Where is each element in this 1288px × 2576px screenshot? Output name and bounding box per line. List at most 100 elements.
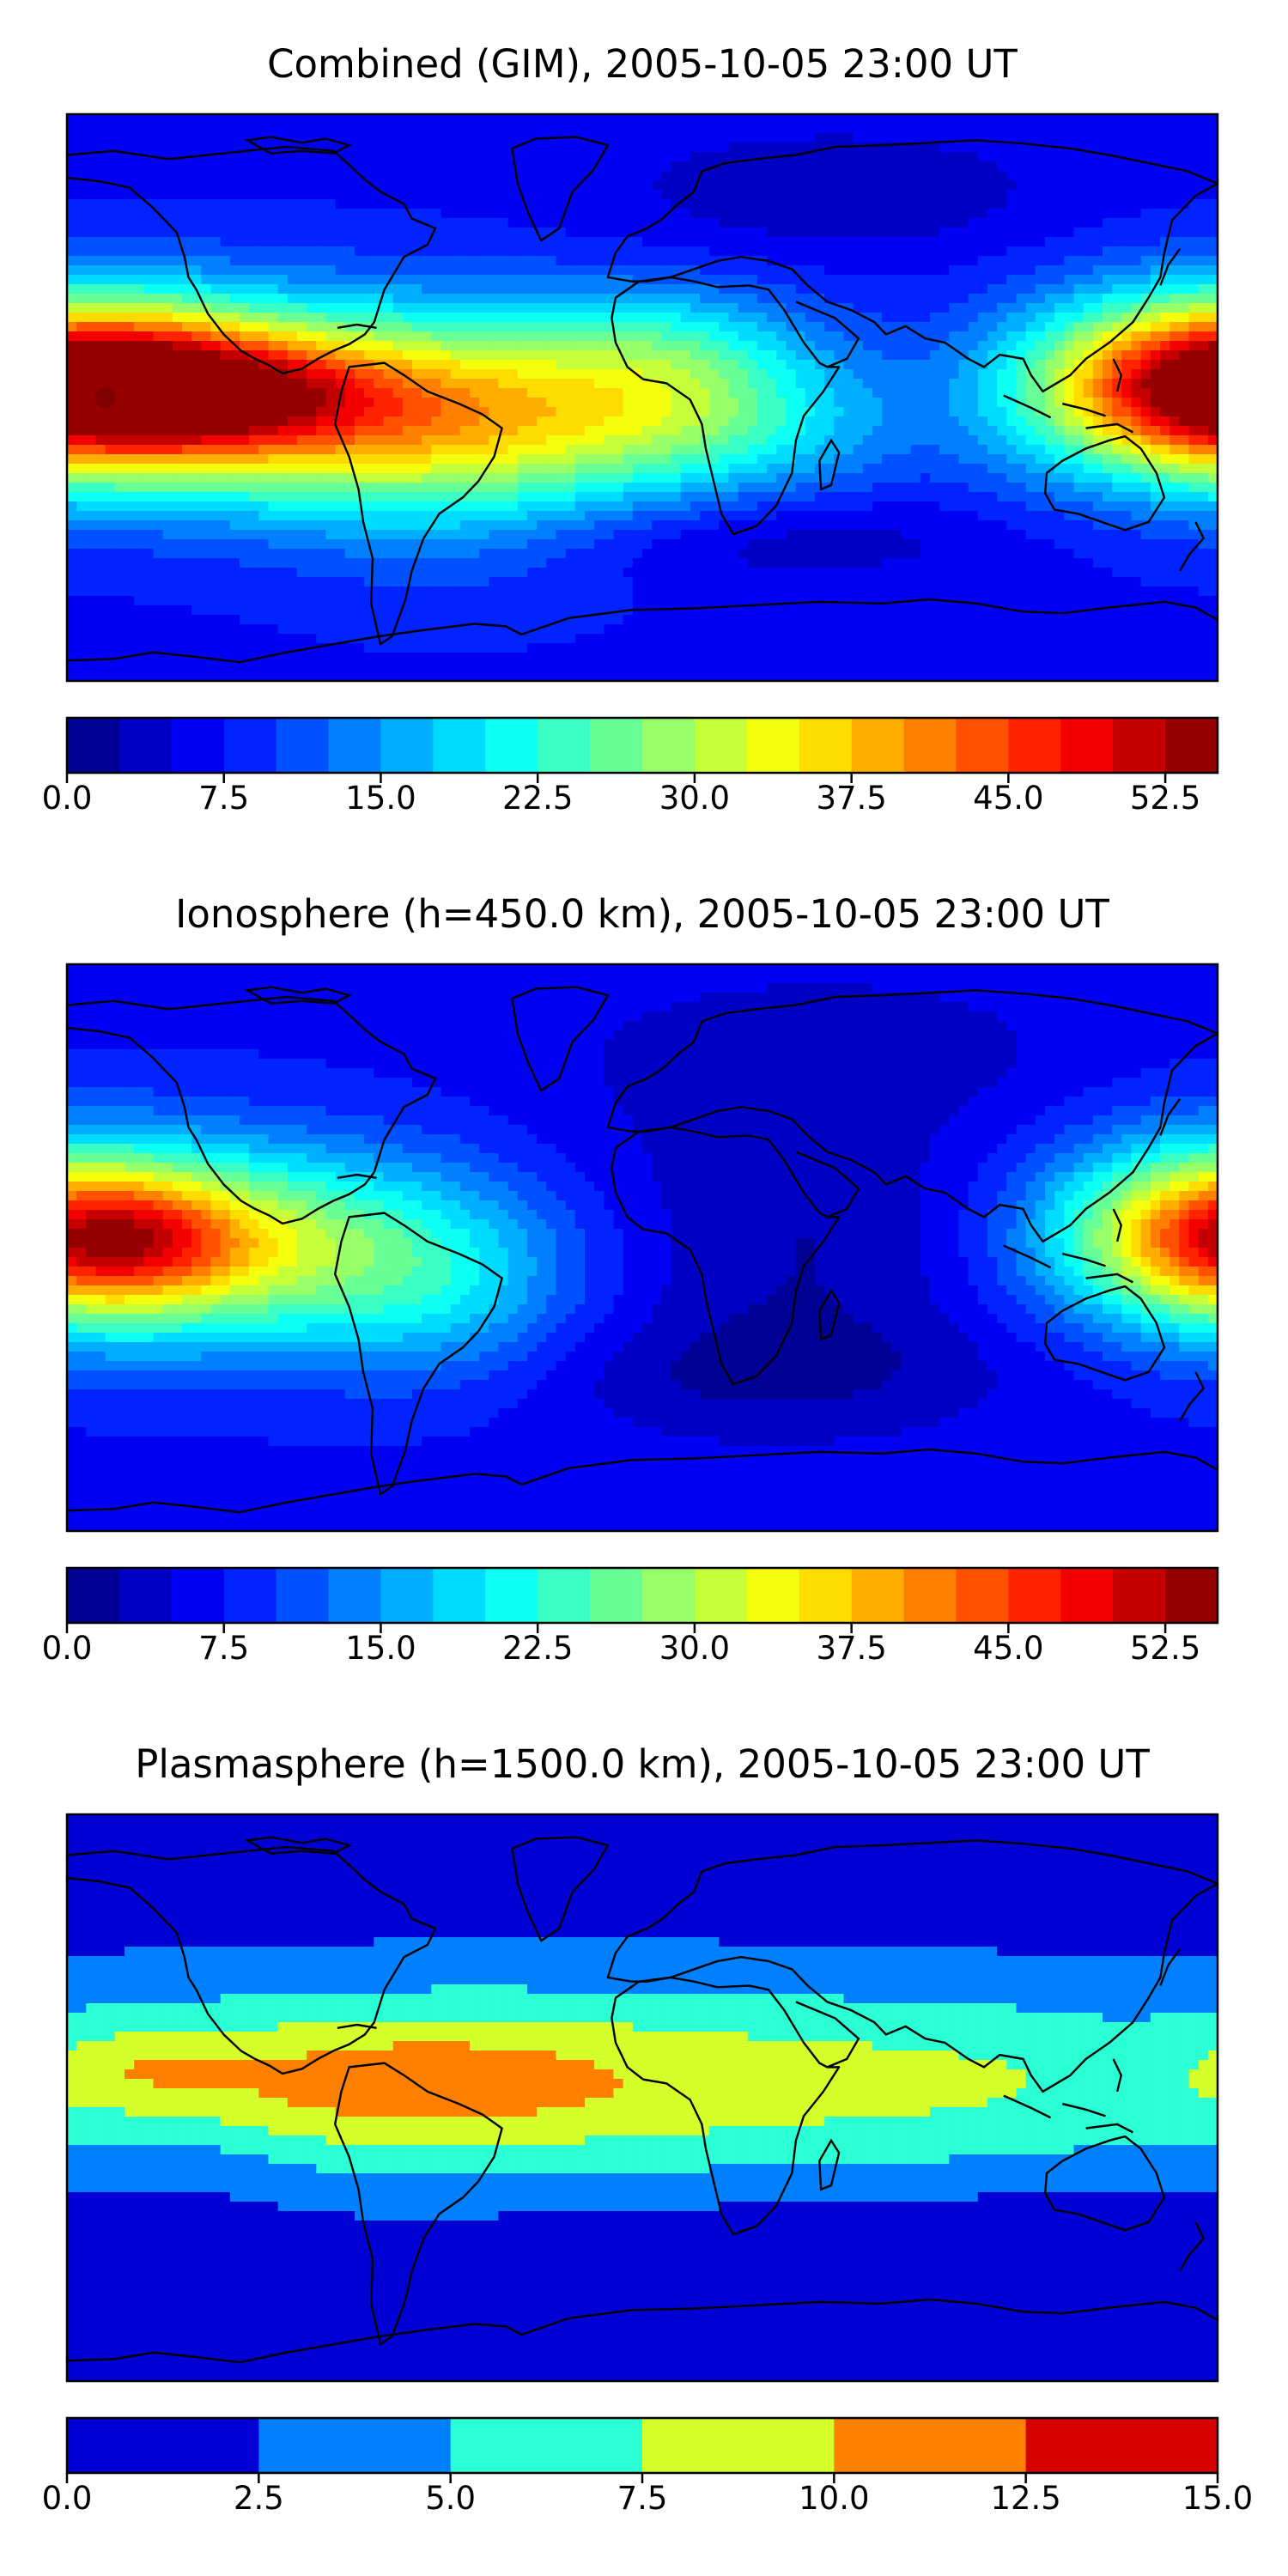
- contour-cell: [210, 426, 222, 436]
- contour-cell: [1131, 303, 1142, 313]
- contour-cell: [517, 426, 528, 436]
- contour-cell: [220, 265, 231, 276]
- contour-cell: [498, 209, 509, 219]
- contour-cell: [632, 133, 643, 143]
- contour-cell: [910, 256, 921, 266]
- contour-cell: [277, 218, 289, 228]
- contour-cell: [738, 322, 749, 332]
- contour-cell: [335, 464, 346, 474]
- contour-cell: [162, 492, 173, 502]
- contour-cell: [862, 426, 873, 436]
- contour-cell: [344, 256, 355, 266]
- contour-cell: [757, 180, 768, 191]
- contour-cell: [402, 416, 413, 427]
- contour-cell: [249, 228, 259, 238]
- contour-cell: [862, 161, 873, 172]
- contour-cell: [229, 171, 240, 181]
- contour-cell: [939, 114, 950, 125]
- contour-cell: [1207, 492, 1218, 502]
- contour-cell: [958, 265, 969, 276]
- contour-cell: [355, 483, 365, 493]
- contour-cell: [680, 473, 691, 483]
- contour-cell: [1103, 161, 1113, 172]
- contour-cell: [422, 303, 432, 313]
- contour-cell: [623, 416, 634, 427]
- contour-cell: [1179, 407, 1190, 417]
- contour-cell: [949, 114, 960, 125]
- contour-cell: [517, 161, 528, 172]
- contour-cell: [105, 454, 116, 465]
- contour-cell: [690, 398, 701, 408]
- contour-cell: [364, 246, 374, 257]
- contour-cell: [795, 256, 806, 266]
- contour-cell: [709, 313, 720, 323]
- contour-cell: [872, 294, 883, 304]
- contour-cell: [1179, 265, 1190, 276]
- contour-cell: [240, 237, 250, 247]
- contour-cell: [268, 180, 279, 191]
- contour-cell: [1073, 228, 1084, 238]
- contour-cell: [910, 341, 921, 351]
- contour-cell: [939, 407, 950, 417]
- contour-cell: [949, 133, 960, 143]
- contour-cell: [143, 369, 155, 380]
- contour-cell: [661, 483, 672, 493]
- contour-cell: [1083, 360, 1094, 370]
- contour-cell: [344, 246, 355, 257]
- contour-cell: [153, 501, 164, 512]
- contour-cell: [949, 161, 960, 172]
- contour-cell: [613, 180, 624, 191]
- contour-cell: [297, 369, 307, 380]
- contour-cell: [920, 294, 931, 304]
- contour-cell: [815, 416, 825, 427]
- contour-cell: [604, 171, 615, 181]
- contour-cell: [383, 228, 394, 238]
- contour-cell: [210, 265, 222, 276]
- contour-cell: [325, 143, 337, 153]
- contour-cell: [958, 341, 969, 351]
- contour-cell: [201, 284, 212, 295]
- contour-cell: [201, 171, 212, 181]
- contour-cell: [392, 275, 404, 285]
- contour-cell: [1160, 294, 1170, 304]
- contour-cell: [1035, 360, 1046, 370]
- contour-cell: [613, 454, 624, 465]
- contour-cell: [402, 454, 413, 465]
- contour-cell: [240, 416, 250, 427]
- contour-cell: [1170, 473, 1180, 483]
- contour-cell: [114, 275, 125, 285]
- contour-cell: [757, 454, 768, 465]
- contour-cell: [574, 369, 586, 380]
- contour-cell: [162, 265, 173, 276]
- contour-cell: [143, 473, 155, 483]
- contour-cell: [767, 473, 777, 483]
- contour-cell: [422, 331, 432, 342]
- contour-cell: [489, 275, 500, 285]
- contour-cell: [901, 426, 912, 436]
- contour-cell: [652, 294, 662, 304]
- contour-cell: [220, 284, 231, 295]
- contour-cell: [1112, 218, 1122, 228]
- contour-cell: [392, 322, 404, 332]
- contour-cell: [815, 379, 825, 389]
- contour-cell: [95, 133, 106, 143]
- contour-cell: [1103, 284, 1113, 295]
- contour-cell: [939, 143, 950, 153]
- contour-cell: [853, 133, 864, 143]
- contour-cell: [604, 322, 615, 332]
- contour-cell: [229, 331, 240, 342]
- contour-cell: [374, 218, 385, 228]
- contour-cell: [1103, 303, 1113, 313]
- contour-cell: [105, 407, 116, 417]
- contour-cell: [143, 124, 155, 134]
- contour-cell: [307, 265, 317, 276]
- contour-cell: [325, 256, 337, 266]
- contour-cell: [191, 435, 202, 446]
- contour-cell: [1188, 171, 1200, 181]
- contour-cell: [1073, 350, 1084, 361]
- contour-cell: [776, 209, 787, 219]
- contour-cell: [392, 398, 404, 408]
- contour-cell: [450, 256, 461, 266]
- contour-cell: [67, 152, 77, 162]
- contour-cell: [747, 294, 758, 304]
